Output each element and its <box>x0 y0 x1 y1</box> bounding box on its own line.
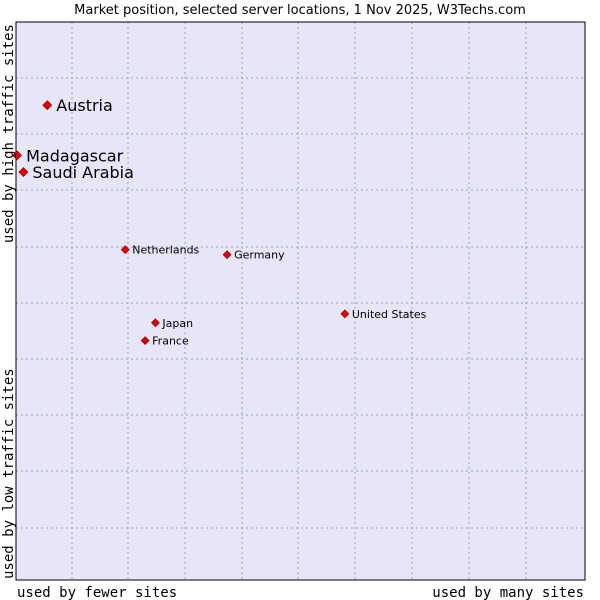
point-marker-madagascar <box>12 150 23 161</box>
point-marker-saudi-arabia <box>18 167 29 178</box>
point-label-austria: Austria <box>56 96 113 115</box>
y-axis-label-high: used by high traffic sites <box>1 24 17 243</box>
y-axis-label-low: used by low traffic sites <box>1 368 17 579</box>
point-marker-france <box>140 336 150 346</box>
grid-lines <box>16 22 585 580</box>
point-label-united-states: United States <box>352 308 427 321</box>
point-label-madagascar: Madagascar <box>26 146 123 165</box>
point-label-netherlands: Netherlands <box>132 244 199 257</box>
point-marker-united-states <box>340 309 350 319</box>
chart-title: Market position, selected server locatio… <box>74 3 526 18</box>
point-label-germany: Germany <box>234 249 285 262</box>
plot-frame <box>15 21 586 581</box>
point-marker-netherlands <box>120 245 130 255</box>
point-label-japan: Japan <box>161 317 193 330</box>
point-label-saudi-arabia: Saudi Arabia <box>32 163 134 182</box>
x-axis-label-low: used by fewer sites <box>17 585 177 600</box>
point-marker-austria <box>42 100 53 111</box>
plot-area <box>16 22 585 580</box>
x-axis-label-high: used by many sites <box>432 585 584 600</box>
point-label-france: France <box>152 335 189 348</box>
point-marker-germany <box>222 250 232 260</box>
point-marker-japan <box>150 318 160 328</box>
